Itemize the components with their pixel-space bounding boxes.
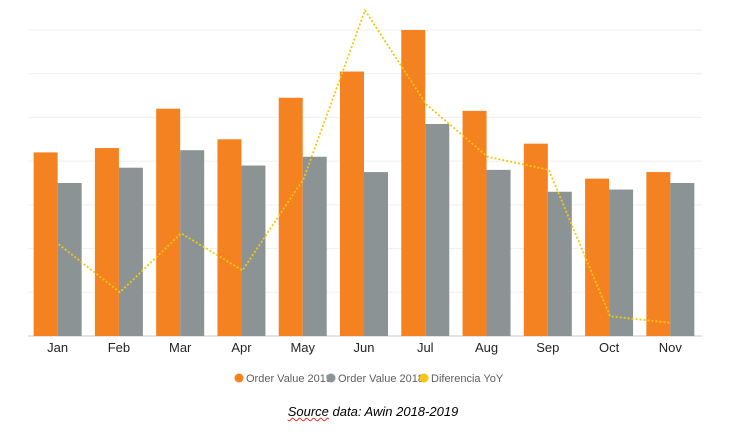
legend: Order Value 2019 Order Value 2018 Diferenc…: [234, 373, 504, 385]
bar-order-value-2018-aug[interactable]: [486, 169, 511, 336]
bar-order-value-2019-sep[interactable]: [523, 143, 548, 336]
yoy-line: [58, 8, 672, 324]
bar-order-value-2018-nov[interactable]: [670, 183, 695, 336]
x-axis-tick-labels: Jan Feb Mar Apr May Jun Jul Aug Sep Oct Nov: [47, 340, 682, 355]
bar-order-value-2019-jan[interactable]: [33, 152, 58, 336]
legend-label-1: Order Value 2018: [338, 373, 424, 385]
bar-order-value-2018-jul[interactable]: [425, 123, 450, 336]
x-tick-label-nov: Nov: [659, 340, 683, 355]
bar-order-value-2018-apr[interactable]: [241, 165, 266, 336]
bar-order-value-2018-sep[interactable]: [547, 191, 572, 336]
x-tick-label-jan: Jan: [47, 340, 68, 355]
caption-rest: data: Awin 2018-2019: [328, 404, 459, 419]
caption-source-word: Source: [287, 404, 329, 419]
bar-order-value-2018-may[interactable]: [302, 156, 327, 336]
bar-order-value-2019-apr[interactable]: [217, 139, 242, 336]
x-tick-label-sep: Sep: [536, 340, 559, 355]
bar-order-value-2019-jun[interactable]: [340, 71, 364, 337]
bar-order-value-2019-aug[interactable]: [462, 110, 487, 336]
x-tick-label-may: May: [290, 340, 315, 355]
x-tick-label-jun: Jun: [354, 340, 375, 355]
legend-label-2: Diferencia YoY: [431, 373, 504, 385]
x-tick-label-feb: Feb: [108, 340, 130, 355]
legend-marker-2: [419, 373, 429, 383]
bar-order-value-2019-nov[interactable]: [646, 172, 671, 336]
bar-order-value-2019-may[interactable]: [278, 97, 303, 336]
x-tick-label-apr: Apr: [231, 340, 252, 355]
x-tick-label-jul: Jul: [417, 340, 434, 355]
bar-order-value-2019-oct[interactable]: [585, 178, 610, 336]
bar-order-value-2018-oct[interactable]: [609, 189, 634, 336]
legend-marker-1: [326, 373, 336, 383]
x-tick-label-oct: Oct: [599, 340, 620, 355]
legend-label-0: Order Value 2019: [246, 373, 332, 385]
legend-marker-0: [234, 373, 244, 383]
bar-order-value-2019-jul[interactable]: [401, 30, 426, 336]
source-caption: Source data: Awin 2018-2019: [0, 404, 746, 419]
bars: [33, 30, 695, 337]
bar-order-value-2018-mar[interactable]: [180, 150, 205, 336]
x-tick-label-aug: Aug: [475, 340, 498, 355]
bar-order-value-2018-feb[interactable]: [118, 167, 143, 336]
bar-order-value-2019-feb[interactable]: [94, 148, 119, 336]
x-tick-label-mar: Mar: [169, 340, 192, 355]
bar-order-value-2019-mar[interactable]: [156, 108, 181, 336]
bar-order-value-2018-jun[interactable]: [364, 172, 388, 336]
